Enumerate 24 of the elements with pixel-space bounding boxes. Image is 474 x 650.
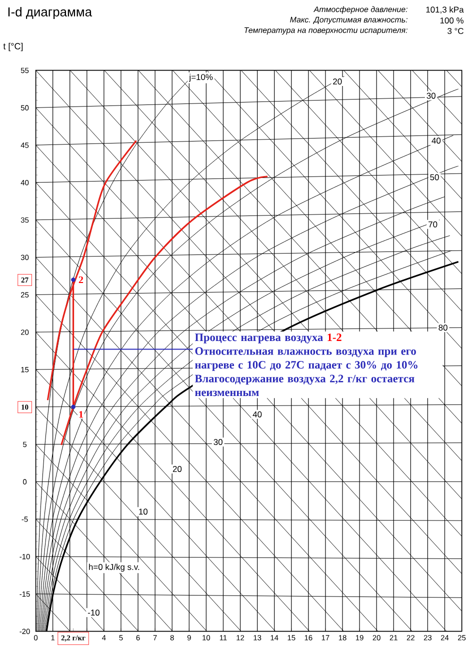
annotation: 20 — [172, 466, 182, 472]
annotation: h=0 kJ/kg s.v. — [89, 564, 140, 572]
text: 3 °C — [448, 28, 464, 34]
annotation: 10 — [139, 508, 148, 515]
annotation: 40 — [252, 411, 262, 418]
annotation: 70 — [428, 221, 438, 228]
annotation: 40 — [432, 138, 441, 144]
text: 100 % — [440, 18, 464, 24]
annotation: 1 — [79, 411, 83, 418]
annotation: 1-2 — [328, 334, 342, 341]
annotation: 20 — [333, 78, 342, 85]
annotation: Процесс нагрева воздуха — [194, 334, 323, 344]
annotation: 30 — [426, 92, 436, 99]
text: 101,3 kPa — [426, 6, 464, 14]
annotation: 2 — [78, 276, 84, 284]
chart-title: I-d диаграмма — [8, 6, 92, 20]
annotation: -10 — [88, 610, 100, 616]
annotation: Относительная влажность воздуха при его нагреве с 10С до 27С падает с 30% до 10% — [195, 347, 418, 371]
y-axis-title: t [°C] — [3, 42, 23, 52]
annotation: 50 — [430, 174, 439, 180]
annotation: Влагосодержание воздуха 2,2 г/кг остается неизменным — [194, 374, 414, 396]
annotation: 80 — [438, 324, 448, 331]
annotation: j=10% — [188, 74, 213, 82]
annotation: 30 — [214, 439, 222, 446]
